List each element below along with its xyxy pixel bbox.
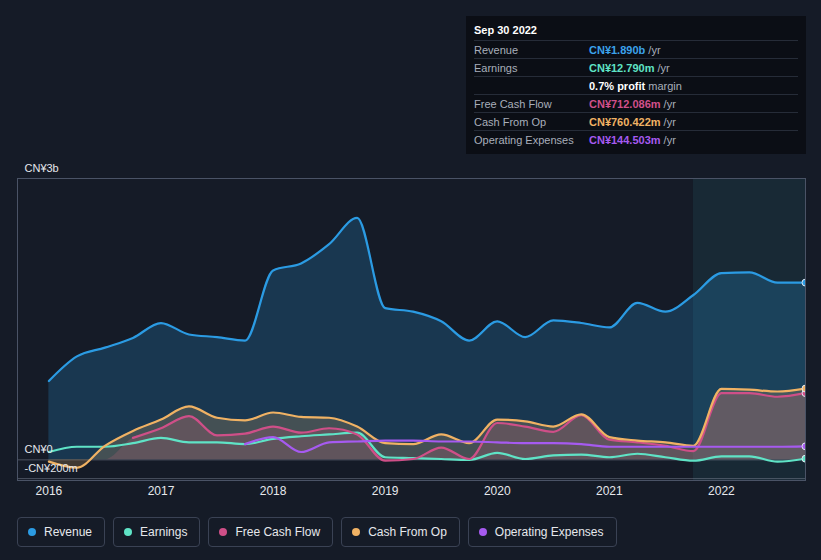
svg-text:2017: 2017 [148, 484, 175, 498]
svg-text:CN¥3b: CN¥3b [25, 162, 59, 174]
html-text:Operating Expenses: Operating Expenses [474, 133, 574, 146]
svg-text:2018: 2018 [260, 484, 287, 498]
html-text:0.7% profit margin: 0.7% profit margin [589, 79, 682, 92]
html-text:Operating Expenses: Operating Expenses [494, 525, 604, 539]
svg-text:2021: 2021 [596, 484, 623, 498]
html-text:Earnings: Earnings [140, 525, 188, 539]
html-text:CN¥12.790m /yr: CN¥12.790m /yr [589, 61, 670, 74]
html-text:Earnings: Earnings [474, 61, 518, 74]
svg-text:2016: 2016 [36, 484, 63, 498]
svg-text:CN¥0: CN¥0 [25, 443, 53, 455]
html-text:CN¥1.890b /yr: CN¥1.890b /yr [589, 43, 661, 56]
html-text:Free Cash Flow: Free Cash Flow [474, 97, 552, 110]
svg-text:2019: 2019 [372, 484, 399, 498]
html-text:CN¥712.086m /yr: CN¥712.086m /yr [589, 97, 676, 110]
html-text:Cash From Op: Cash From Op [368, 525, 447, 539]
html-text:Revenue: Revenue [474, 43, 518, 56]
svg-text:-CN¥200m: -CN¥200m [25, 462, 78, 474]
html-text:Sep 30 2022: Sep 30 2022 [474, 24, 537, 36]
svg-text:2022: 2022 [708, 484, 735, 498]
html-text:Free Cash Flow: Free Cash Flow [235, 525, 321, 539]
html-text:Cash From Op: Cash From Op [474, 115, 547, 128]
html-text:CN¥760.422m /yr: CN¥760.422m /yr [589, 115, 676, 128]
html-text:Revenue: Revenue [44, 525, 92, 539]
svg-text:2020: 2020 [484, 484, 511, 498]
html-text:CN¥144.503m /yr: CN¥144.503m /yr [589, 133, 676, 146]
